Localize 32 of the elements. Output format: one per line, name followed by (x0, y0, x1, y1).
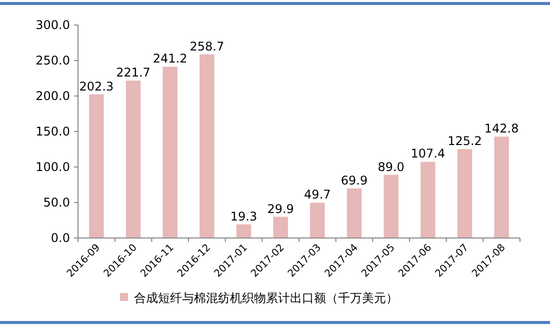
data-label: 221.7 (116, 66, 150, 80)
bar (200, 54, 214, 238)
bar (236, 224, 252, 238)
bar (457, 149, 472, 238)
bar (126, 80, 141, 238)
bar (420, 162, 436, 238)
bar (273, 216, 288, 238)
data-label: 142.8 (484, 122, 519, 136)
data-label: 125.2 (448, 134, 482, 148)
y-tick-label: 100.0 (36, 160, 70, 174)
y-tick-label: 50.0 (43, 196, 70, 210)
data-label: 202.3 (79, 79, 114, 94)
data-label: 49.7 (304, 188, 331, 202)
bar (494, 136, 509, 238)
data-label: 19.3 (230, 209, 258, 224)
bar (346, 188, 362, 238)
data-label: 107.4 (410, 146, 446, 161)
y-tick-label: 300.0 (36, 18, 70, 32)
bar (310, 202, 325, 238)
y-tick-label: 250.0 (36, 54, 70, 68)
data-label: 69.9 (340, 173, 368, 188)
data-label: 89.0 (378, 160, 404, 174)
bar (89, 94, 104, 238)
data-label: 29.9 (267, 202, 294, 216)
y-tick-label: 0.0 (50, 231, 70, 246)
data-label: 258.7 (190, 39, 224, 54)
legend-label: 合成短纤与棉混纺机织物累计出口额（千万美元） (134, 291, 398, 305)
y-tick-label: 150.0 (36, 124, 70, 139)
data-label: 241.2 (152, 52, 188, 66)
bar (384, 174, 398, 238)
y-tick-label: 200.0 (36, 89, 70, 104)
bar (162, 66, 178, 238)
